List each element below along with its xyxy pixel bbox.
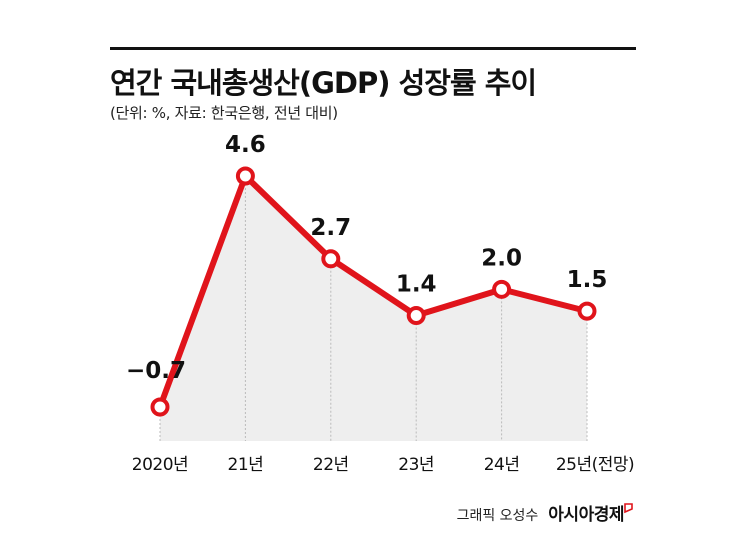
credit-label: 그래픽 오성수 — [456, 508, 539, 524]
data-point — [577, 301, 597, 321]
publisher-name: 아시아경제 — [548, 505, 624, 525]
data-label: 2.0 — [481, 245, 522, 271]
x-tick-labels-group: 2020년 21년 22년 23년 24년 25년(전망) — [132, 455, 635, 475]
data-label: 4.6 — [225, 132, 266, 158]
x-tick-label: 25년(전망) — [556, 455, 634, 475]
series-line — [157, 173, 590, 410]
data-point — [321, 249, 341, 269]
data-point — [406, 305, 426, 325]
chart-subtitle: (단위: %, 자료: 한국은행, 전년 대비) — [110, 104, 338, 122]
credit: 그래픽 오성수 아시아경제 — [457, 500, 633, 525]
x-tick-label: 2020년 — [132, 455, 188, 475]
publisher-logo: 아시아경제 — [548, 500, 633, 525]
value-labels-group: −0.7 4.6 2.7 1.4 2.0 1.5 — [126, 132, 607, 384]
brand-mark-icon — [624, 503, 633, 514]
chart-title: 연간 국내총생산(GDP) 성장률 추이 — [110, 66, 537, 100]
data-point — [150, 397, 170, 417]
drop-lines-group — [159, 184, 588, 441]
x-tick-label: 24년 — [484, 455, 520, 475]
points-group — [150, 166, 597, 417]
data-point — [235, 166, 255, 186]
data-label: 2.7 — [310, 215, 351, 241]
data-label: 1.5 — [567, 267, 608, 293]
x-tick-label: 22년 — [313, 455, 349, 475]
data-point — [492, 279, 512, 299]
data-label: −0.7 — [126, 358, 186, 384]
area-fill — [160, 176, 587, 441]
data-label: 1.4 — [396, 271, 437, 297]
x-tick-label: 21년 — [228, 455, 264, 475]
area-fill-group — [160, 176, 587, 441]
line-group — [157, 173, 590, 410]
title-top-rule — [110, 47, 636, 50]
x-tick-label: 23년 — [398, 455, 434, 475]
